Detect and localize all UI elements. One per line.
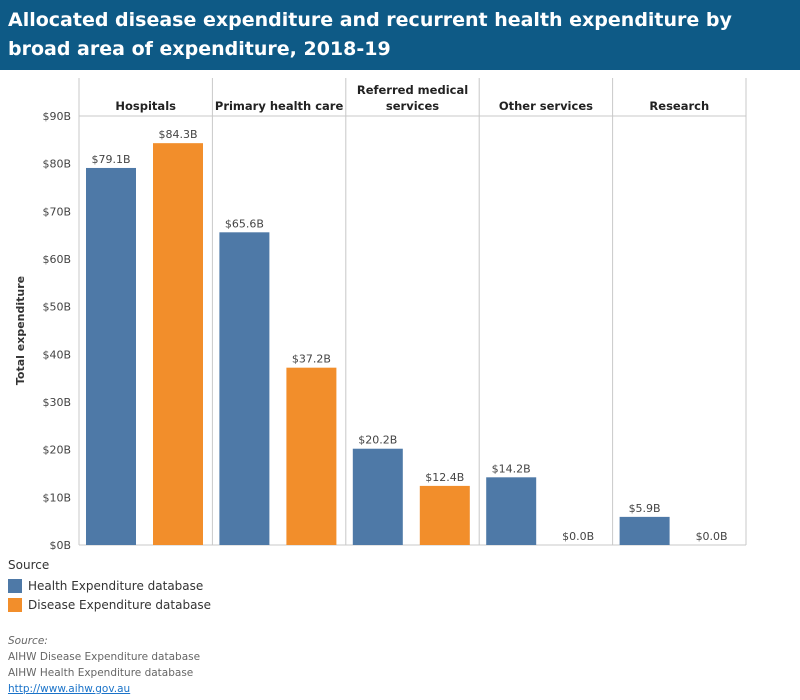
legend-label: Disease Expenditure database	[28, 597, 212, 612]
data-label: $12.4B	[425, 471, 464, 484]
legend: Source Health Expenditure database Disea…	[8, 558, 211, 614]
source-label: Source:	[8, 635, 48, 647]
legend-swatch-health	[8, 578, 22, 593]
y-tick-label: $90B	[42, 110, 71, 123]
data-label: $37.2B	[292, 353, 331, 366]
category-header: Referred medical services	[357, 83, 468, 113]
data-label: $79.1B	[91, 153, 130, 166]
title-bar: Allocated disease expenditure and recurr…	[0, 0, 800, 70]
bar	[286, 367, 337, 545]
legend-title: Source	[8, 558, 50, 572]
y-tick-label: $70B	[42, 205, 71, 218]
legend-label: Health Expenditure database	[28, 578, 204, 593]
data-label: $5.9B	[629, 502, 661, 515]
category-header: Hospitals	[115, 99, 176, 113]
category-header: Primary health care	[215, 99, 344, 113]
y-tick-label: $60B	[42, 253, 71, 266]
source-line: AIHW Disease Expenditure database	[8, 651, 201, 663]
bar	[352, 448, 403, 545]
chart-title: Allocated disease expenditure and recurr…	[8, 9, 732, 60]
y-tick-label: $0B	[49, 539, 71, 550]
legend-item-health[interactable]: Health Expenditure database	[8, 576, 211, 595]
data-label: $65.6B	[225, 217, 264, 230]
category-header: Research	[649, 99, 709, 113]
data-label: $0.0B	[562, 530, 594, 543]
bar	[219, 232, 270, 545]
y-axis-label: Total expenditure	[14, 276, 27, 385]
legend-item-disease[interactable]: Disease Expenditure database	[8, 595, 211, 614]
legend-swatch-disease	[8, 597, 22, 612]
data-label: $14.2B	[492, 462, 531, 475]
y-tick-label: $80B	[42, 158, 71, 171]
data-label: $0.0B	[696, 530, 728, 543]
data-label: $20.2B	[358, 434, 397, 447]
bar	[86, 167, 136, 545]
bar-chart: $0B $10B $20B $30B $40B $50B $60B $70B $80B $90B T…	[14, 78, 747, 550]
y-tick-label: $50B	[42, 301, 71, 314]
source-block: Source: AIHW Disease Expenditure databas…	[8, 633, 200, 697]
y-tick-label: $20B	[42, 444, 71, 457]
bar	[619, 516, 670, 545]
data-label: $84.3B	[158, 128, 197, 141]
y-tick-label: $10B	[42, 491, 71, 504]
source-line: AIHW Health Expenditure database	[8, 667, 194, 679]
bar	[153, 143, 203, 546]
category-header: Other services	[499, 99, 593, 113]
source-link[interactable]: http://www.aihw.gov.au	[8, 683, 131, 695]
bar	[486, 477, 537, 545]
y-tick-label: $40B	[42, 348, 71, 361]
bar	[419, 485, 470, 545]
y-tick-label: $30B	[42, 396, 71, 409]
